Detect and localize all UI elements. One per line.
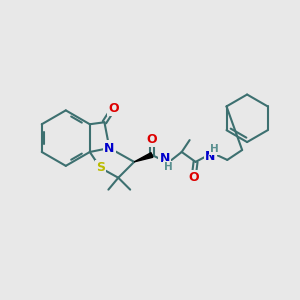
Text: O: O [188, 171, 199, 184]
Text: S: S [96, 161, 105, 174]
Text: N: N [104, 142, 115, 154]
Text: H: H [210, 144, 219, 154]
Text: H: H [164, 162, 173, 172]
Text: N: N [160, 152, 170, 165]
Text: O: O [147, 133, 157, 146]
Polygon shape [134, 153, 153, 162]
Text: N: N [205, 150, 216, 164]
Text: O: O [108, 102, 119, 115]
